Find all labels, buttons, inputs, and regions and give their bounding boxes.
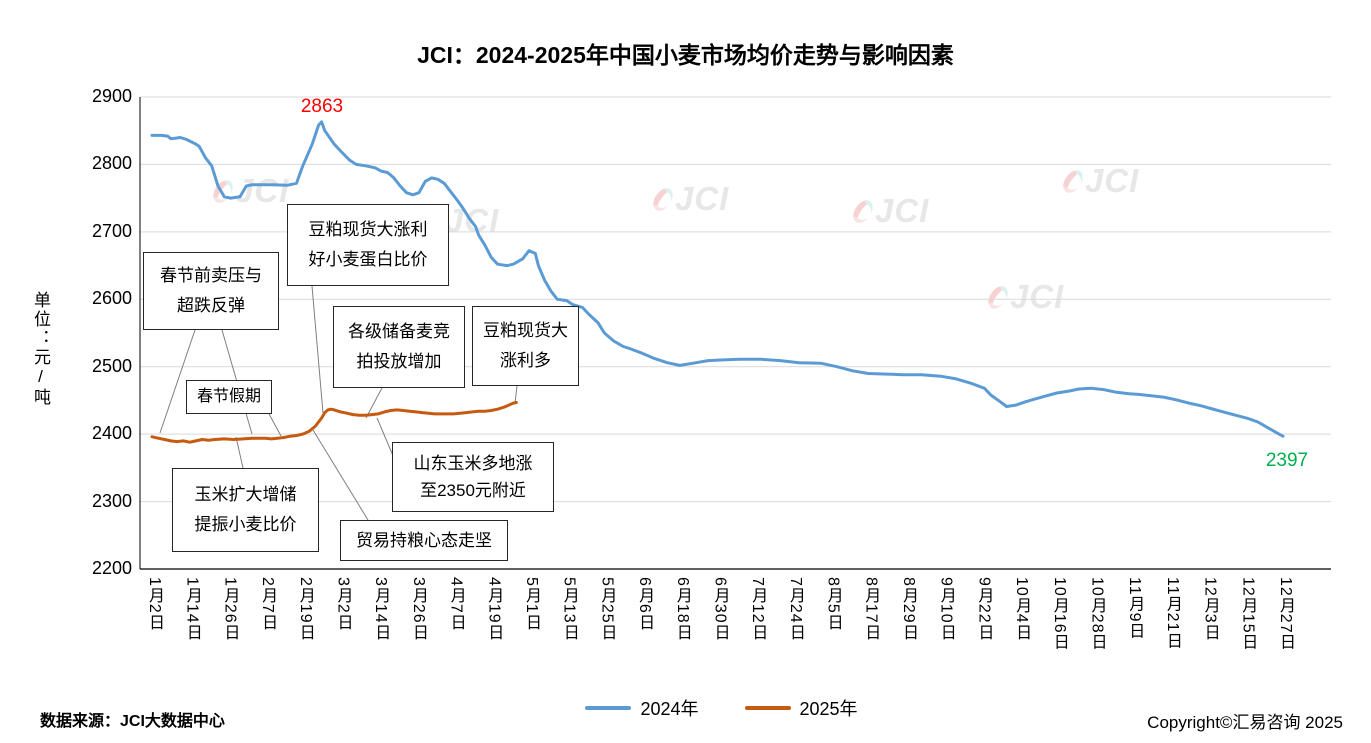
x-axis-tick-label: 8月29日 xyxy=(900,577,917,641)
y-axis-tick-label: 2400 xyxy=(91,423,132,444)
x-axis-tick-label: 5月1日 xyxy=(523,577,540,631)
legend: 2024年 2025年 xyxy=(36,695,1371,721)
jci-watermark: JCI xyxy=(984,278,1064,316)
series-line-2025年 xyxy=(150,401,518,444)
x-axis-tick-label: 6月18日 xyxy=(673,577,691,641)
x-axis-tick-label: 10月4日 xyxy=(1013,577,1031,641)
legend-label-2024: 2024年 xyxy=(640,699,699,719)
x-axis-tick-label: 1月2日 xyxy=(146,577,163,631)
annotation-spring-festival-holiday: 春节假期 xyxy=(186,380,272,414)
annotation-traders-holding-grain: 贸易持粮心态走坚 xyxy=(340,520,508,561)
x-axis-tick-label: 7月24日 xyxy=(786,577,804,641)
annotation-leader-line xyxy=(159,329,196,434)
x-axis-tick-label: 4月19日 xyxy=(485,577,503,641)
chart-title: JCI：2024-2025年中国小麦市场均价走势与影响因素 xyxy=(417,42,954,68)
annotation-leader-line xyxy=(235,436,244,469)
annotation-leader-line xyxy=(311,285,324,414)
x-axis-tick-label: 5月25日 xyxy=(598,577,616,641)
legend-label-2025: 2025年 xyxy=(799,699,858,719)
x-axis-tick-label: 1月26日 xyxy=(221,577,239,641)
x-axis-tick-label: 9月10日 xyxy=(937,577,955,641)
end-value-label: 2397 xyxy=(1265,450,1309,471)
annotation-leader-line xyxy=(376,417,395,459)
legend-item-2025: 2025年 xyxy=(744,695,858,721)
x-axis-tick-label: 12月15日 xyxy=(1239,577,1257,651)
x-axis-tick-label: 12月3日 xyxy=(1201,577,1219,641)
x-axis-tick-label: 6月6日 xyxy=(636,577,654,631)
y-axis-tick-label: 2300 xyxy=(91,490,132,511)
x-axis-tick-label: 7月12日 xyxy=(749,577,767,641)
x-axis-tick-label: 10月16日 xyxy=(1050,577,1068,651)
y-axis-tick-label: 2200 xyxy=(91,558,132,578)
annotation-shandong-corn-price: 山东玉米多地涨 至2350元附近 xyxy=(392,442,554,512)
legend-swatch-2025 xyxy=(744,706,791,710)
jci-watermark: JCI xyxy=(649,180,729,218)
x-axis-tick-label: 3月2日 xyxy=(334,577,352,631)
annotation-corn-reserve-expansion: 玉米扩大增储 提振小麦比价 xyxy=(172,468,319,552)
annotation-soymeal-spot-rally: 豆粕现货大 涨利多 xyxy=(472,306,579,386)
x-axis-tick-label: 3月26日 xyxy=(409,577,427,641)
jci-watermark: JCI xyxy=(1059,162,1139,200)
annotation-leader-line xyxy=(365,387,383,419)
x-axis-tick-label: 8月17日 xyxy=(862,577,880,641)
annotation-reserve-wheat-auction: 各级储备麦竞 拍投放增加 xyxy=(333,306,465,388)
annotation-leader-line xyxy=(312,429,369,521)
y-axis-title: 单位：元/吨 xyxy=(31,291,50,407)
legend-item-2024: 2024年 xyxy=(585,695,699,721)
x-axis-tick-label: 10月28日 xyxy=(1088,577,1106,651)
annotation-leader-line xyxy=(514,385,518,404)
x-axis-tick-label: 12月27日 xyxy=(1277,577,1294,651)
x-axis-tick-label: 11月9日 xyxy=(1126,577,1144,640)
x-axis-tick-label: 3月14日 xyxy=(372,577,390,641)
data-source-note: 数据来源：JCI大数据中心 xyxy=(40,713,225,730)
x-axis-tick-label: 9月22日 xyxy=(975,577,993,641)
y-axis-tick-label: 2600 xyxy=(91,288,132,309)
x-axis-tick-label: 2月7日 xyxy=(259,577,277,631)
legend-swatch-2024 xyxy=(585,706,632,710)
y-axis-tick-label: 2700 xyxy=(91,220,132,241)
x-axis-tick-label: 6月30日 xyxy=(711,577,729,641)
x-axis-tick-label: 5月13日 xyxy=(560,577,578,641)
x-axis-tick-label: 4月7日 xyxy=(447,577,465,631)
peak-value-label: 2863 xyxy=(300,96,344,117)
jci-watermark: JCI xyxy=(849,192,929,230)
copyright-note: Copyright©汇易咨询 2025 xyxy=(1147,713,1343,732)
annotation-soymeal-protein-ratio: 豆粕现货大涨利 好小麦蛋白比价 xyxy=(287,204,449,286)
series-line-2024年 xyxy=(150,120,1285,438)
annotation-pre-festival-selling: 春节前卖压与 超跌反弹 xyxy=(143,252,279,330)
x-axis-tick-label: 8月5日 xyxy=(824,577,842,631)
x-axis-tick-label: 11月21日 xyxy=(1163,577,1181,650)
x-axis-tick-label: 1月14日 xyxy=(183,577,201,641)
annotation-leader-line xyxy=(267,411,282,437)
x-axis-tick-label: 2月19日 xyxy=(296,577,314,641)
y-axis-tick-label: 2800 xyxy=(91,153,132,174)
y-axis-tick-label: 2900 xyxy=(91,86,132,106)
y-axis-tick-label: 2500 xyxy=(91,355,132,376)
